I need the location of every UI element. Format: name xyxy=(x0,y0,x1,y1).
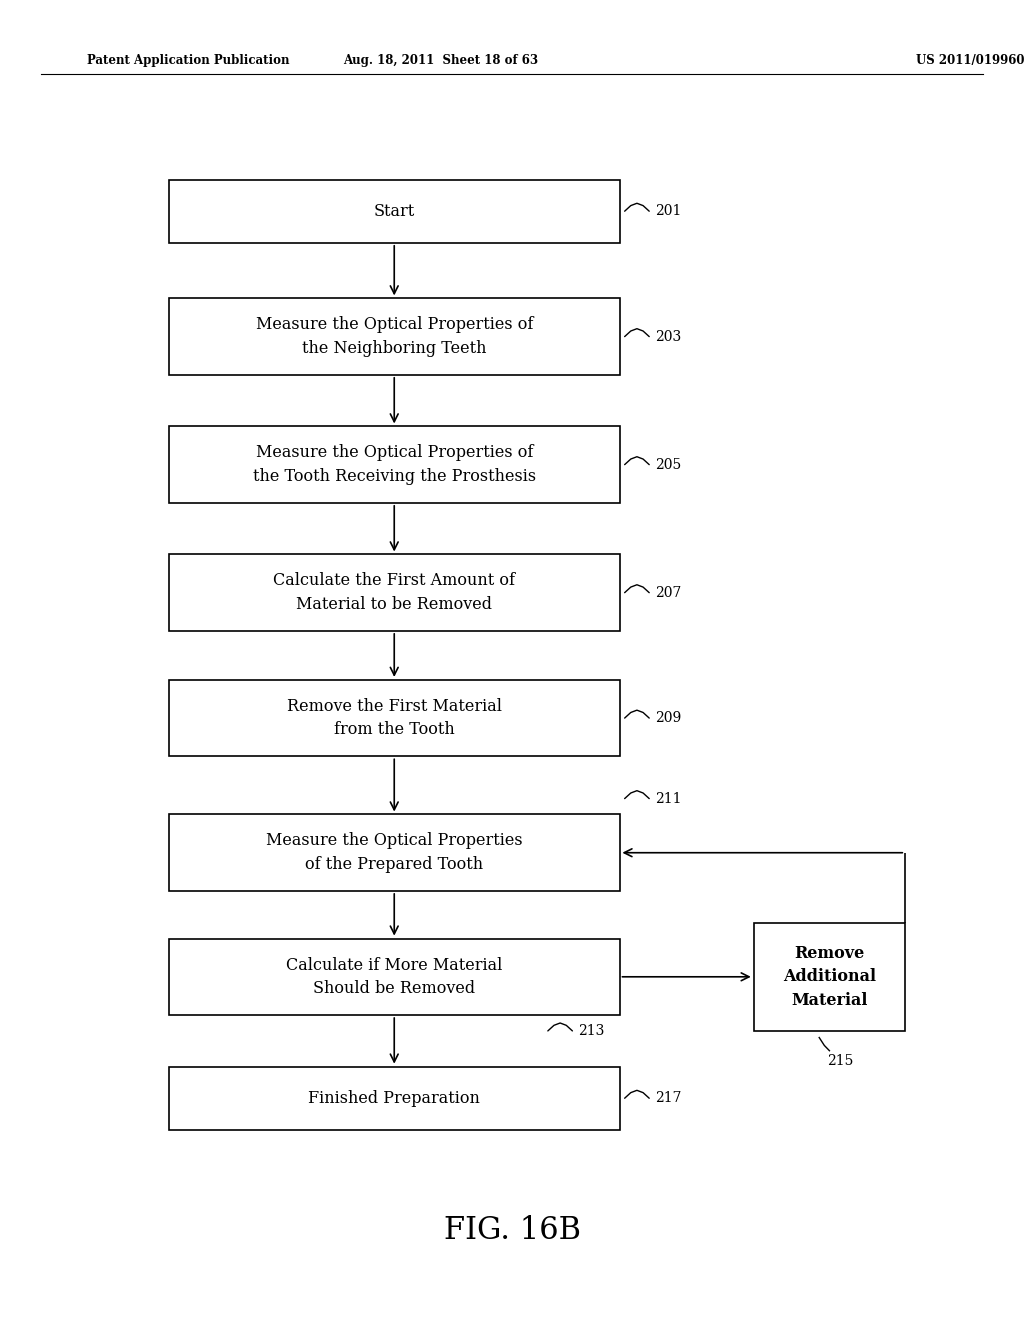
Text: Start: Start xyxy=(374,203,415,219)
Bar xyxy=(169,298,620,375)
Bar xyxy=(169,814,620,891)
Text: Aug. 18, 2011  Sheet 18 of 63: Aug. 18, 2011 Sheet 18 of 63 xyxy=(343,54,538,67)
Text: Measure the Optical Properties of
the Tooth Receiving the Prosthesis: Measure the Optical Properties of the To… xyxy=(253,445,536,484)
Text: Calculate if More Material
Should be Removed: Calculate if More Material Should be Rem… xyxy=(286,957,503,997)
Text: Measure the Optical Properties
of the Prepared Tooth: Measure the Optical Properties of the Pr… xyxy=(266,833,522,873)
Text: 203: 203 xyxy=(655,330,682,343)
Bar xyxy=(169,426,620,503)
Text: FIG. 16B: FIG. 16B xyxy=(443,1214,581,1246)
Text: 207: 207 xyxy=(655,586,682,599)
Text: Calculate the First Amount of
Material to be Removed: Calculate the First Amount of Material t… xyxy=(273,573,515,612)
Text: Remove
Additional
Material: Remove Additional Material xyxy=(783,945,876,1008)
Text: 215: 215 xyxy=(827,1055,854,1068)
Bar xyxy=(169,554,620,631)
Text: 209: 209 xyxy=(655,711,682,725)
Bar xyxy=(169,939,620,1015)
Text: Remove the First Material
from the Tooth: Remove the First Material from the Tooth xyxy=(287,698,502,738)
Text: US 2011/0199606 A1: US 2011/0199606 A1 xyxy=(916,54,1024,67)
Text: 211: 211 xyxy=(655,792,682,805)
Bar xyxy=(169,1067,620,1130)
Text: 213: 213 xyxy=(579,1024,605,1038)
Text: Measure the Optical Properties of
the Neighboring Teeth: Measure the Optical Properties of the Ne… xyxy=(256,317,532,356)
Bar xyxy=(169,180,620,243)
Text: 201: 201 xyxy=(655,205,682,218)
Text: 217: 217 xyxy=(655,1092,682,1105)
Text: Patent Application Publication: Patent Application Publication xyxy=(87,54,290,67)
Bar xyxy=(754,923,905,1031)
Bar xyxy=(169,680,620,756)
Text: Finished Preparation: Finished Preparation xyxy=(308,1090,480,1106)
Text: 205: 205 xyxy=(655,458,682,471)
